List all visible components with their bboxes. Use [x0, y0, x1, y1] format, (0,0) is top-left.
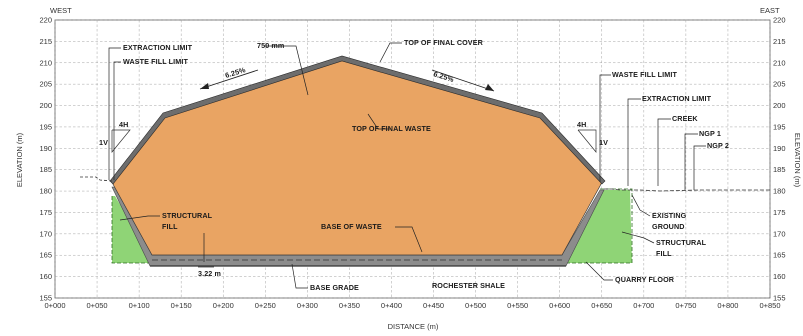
structural-fill-left-label-2: FILL	[162, 222, 178, 231]
top-of-final-cover-label: TOP OF FINAL COVER	[404, 38, 484, 47]
y-tick-label-right: 155	[773, 294, 786, 303]
creek-label: CREEK	[672, 114, 698, 123]
waste-fill-limit-left-label: WASTE FILL LIMIT	[123, 57, 188, 66]
x-tick-label: 0+200	[213, 301, 234, 310]
x-tick-label: 0+650	[591, 301, 612, 310]
x-tick-label: 0+750	[675, 301, 696, 310]
y-tick-label-right: 205	[773, 80, 786, 89]
y-tick-label-right: 175	[773, 208, 786, 217]
y-tick-label-right: 180	[773, 187, 786, 196]
y-axis-title-left: ELEVATION (m)	[15, 132, 24, 187]
x-tick-label: 0+000	[44, 301, 65, 310]
east-label: EAST	[760, 6, 780, 15]
y-tick-label-right: 220	[773, 16, 786, 25]
y-tick-label-left: 155	[39, 294, 52, 303]
y-tick-label-right: 160	[773, 272, 786, 281]
base-of-waste-label: BASE OF WASTE	[321, 222, 382, 231]
top-of-final-waste-label: TOP OF FINAL WASTE	[352, 124, 431, 133]
x-axis-title: DISTANCE (m)	[388, 322, 439, 331]
ratio-v-right: 1V	[599, 138, 608, 147]
structural-fill-right-label-1: STRUCTURAL	[656, 238, 707, 247]
y-tick-label-right: 190	[773, 144, 786, 153]
y-tick-label-right: 210	[773, 58, 786, 67]
y-axis-title-right: ELEVATION (m)	[793, 133, 802, 188]
y-tick-label-left: 175	[39, 208, 52, 217]
ngp2-label: NGP 2	[707, 141, 729, 150]
x-tick-label: 0+700	[633, 301, 654, 310]
west-label: WEST	[50, 6, 72, 15]
structural-fill-right-label-2: FILL	[656, 249, 672, 258]
y-tick-label-left: 215	[39, 37, 52, 46]
extraction-limit-left-label: EXTRACTION LIMIT	[123, 43, 193, 52]
existing-ground-label-1: EXISTING	[652, 211, 687, 220]
cover-thickness-label: 750 mm	[257, 41, 284, 50]
y-tick-labels-right: 155 160 165 170 175 180 185 190 195 200 205 210 215 2…	[773, 16, 786, 303]
slope-triangle-right: 4H 1V	[577, 120, 608, 153]
x-tick-label: 0+600	[549, 301, 570, 310]
y-tick-label-left: 220	[39, 16, 52, 25]
x-tick-label: 0+350	[339, 301, 360, 310]
existing-ground-left	[80, 176, 113, 182]
structural-fill-left-outline	[111, 196, 158, 264]
x-tick-label: 0+450	[423, 301, 444, 310]
x-tick-label: 0+300	[297, 301, 318, 310]
waste-fill-limit-right-label: WASTE FILL LIMIT	[612, 70, 677, 79]
x-tick-label: 0+150	[171, 301, 192, 310]
structural-fill-right	[563, 190, 632, 263]
y-tick-label-left: 205	[39, 80, 52, 89]
y-tick-label-right: 185	[773, 165, 786, 174]
x-tick-label: 0+550	[507, 301, 528, 310]
dimension-label: 3.22 m	[198, 269, 221, 278]
y-tick-label-left: 160	[39, 272, 52, 281]
y-tick-label-left: 170	[39, 229, 52, 238]
base-grade-label: BASE GRADE	[310, 283, 359, 292]
x-tick-labels: 0+000 0+050 0+100 0+150 0+200 0+250 0+300 0+350…	[44, 301, 780, 310]
structural-fill-right-outline	[560, 188, 633, 264]
ratio-h-left: 4H	[119, 120, 128, 129]
rochester-shale-label: ROCHESTER SHALE	[432, 281, 505, 290]
y-tick-label-right: 195	[773, 122, 786, 131]
existing-ground-line	[604, 188, 770, 192]
x-tick-label: 0+800	[717, 301, 738, 310]
slope-label-right: 6.25%	[432, 69, 455, 84]
x-tick-label: 0+500	[465, 301, 486, 310]
x-tick-label: 0+250	[255, 301, 276, 310]
structural-fill-left-label-1: STRUCTURAL	[162, 211, 213, 220]
ngp1-label: NGP 1	[699, 129, 721, 138]
slope-triangle-left: 4H 1V	[99, 120, 131, 153]
y-tick-label-right: 165	[773, 251, 786, 260]
y-tick-label-left: 165	[39, 251, 52, 260]
existing-ground-label-2: GROUND	[652, 222, 685, 231]
y-tick-labels-left: 155 160 165 170 175 180 185 190 195 200 205 210 215 2…	[39, 16, 52, 303]
extraction-limit-right-label: EXTRACTION LIMIT	[642, 94, 712, 103]
y-tick-label-left: 180	[39, 187, 52, 196]
x-tick-label: 0+050	[87, 301, 108, 310]
y-tick-label-left: 195	[39, 122, 52, 131]
y-tick-label-left: 190	[39, 144, 52, 153]
y-tick-label-left: 210	[39, 58, 52, 67]
y-tick-label-right: 170	[773, 229, 786, 238]
x-tick-label: 0+100	[129, 301, 150, 310]
structural-fill-left-edge	[112, 196, 115, 263]
x-tick-label: 0+850	[759, 301, 780, 310]
quarry-floor-label: QUARRY FLOOR	[615, 275, 675, 284]
x-tick-label: 0+400	[381, 301, 402, 310]
ratio-h-right: 4H	[577, 120, 586, 129]
ratio-v-left: 1V	[99, 138, 108, 147]
y-tick-label-left: 185	[39, 165, 52, 174]
final-cover	[109, 55, 606, 185]
leader-lines	[108, 42, 706, 289]
y-tick-label-right: 215	[773, 37, 786, 46]
y-tick-label-left: 200	[39, 101, 52, 110]
y-tick-label-right: 200	[773, 101, 786, 110]
